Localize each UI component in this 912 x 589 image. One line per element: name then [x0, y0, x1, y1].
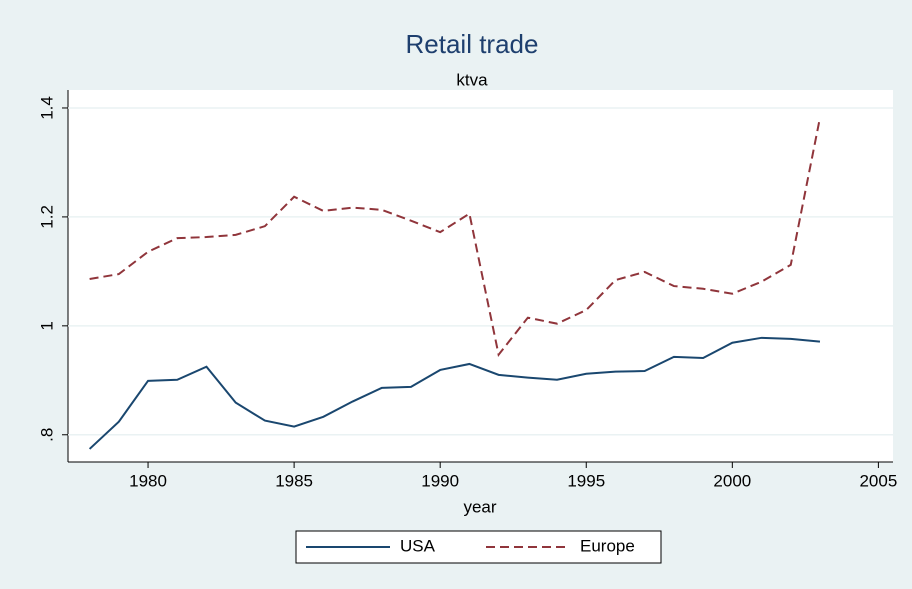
y-tick-label: 1.2: [37, 205, 56, 229]
chart-title: Retail trade: [406, 29, 539, 59]
legend-label: USA: [400, 536, 436, 555]
legend-label: Europe: [580, 536, 635, 555]
x-tick-label: 2000: [713, 471, 751, 490]
x-axis-label: year: [463, 497, 496, 516]
chart-subtitle: ktva: [456, 70, 488, 89]
x-tick-label: 1990: [421, 471, 459, 490]
x-tick-label: 1985: [275, 471, 313, 490]
x-tick-label: 2005: [859, 471, 897, 490]
plot-area: [68, 90, 893, 462]
x-tick-label: 1995: [567, 471, 605, 490]
y-tick-label: 1: [37, 321, 56, 330]
y-tick-label: .8: [37, 428, 56, 442]
data-line: [88, 336, 821, 450]
x-tick-label: 1980: [129, 471, 167, 490]
y-tick-label: 1.4: [37, 96, 56, 120]
data-line: [89, 117, 821, 358]
